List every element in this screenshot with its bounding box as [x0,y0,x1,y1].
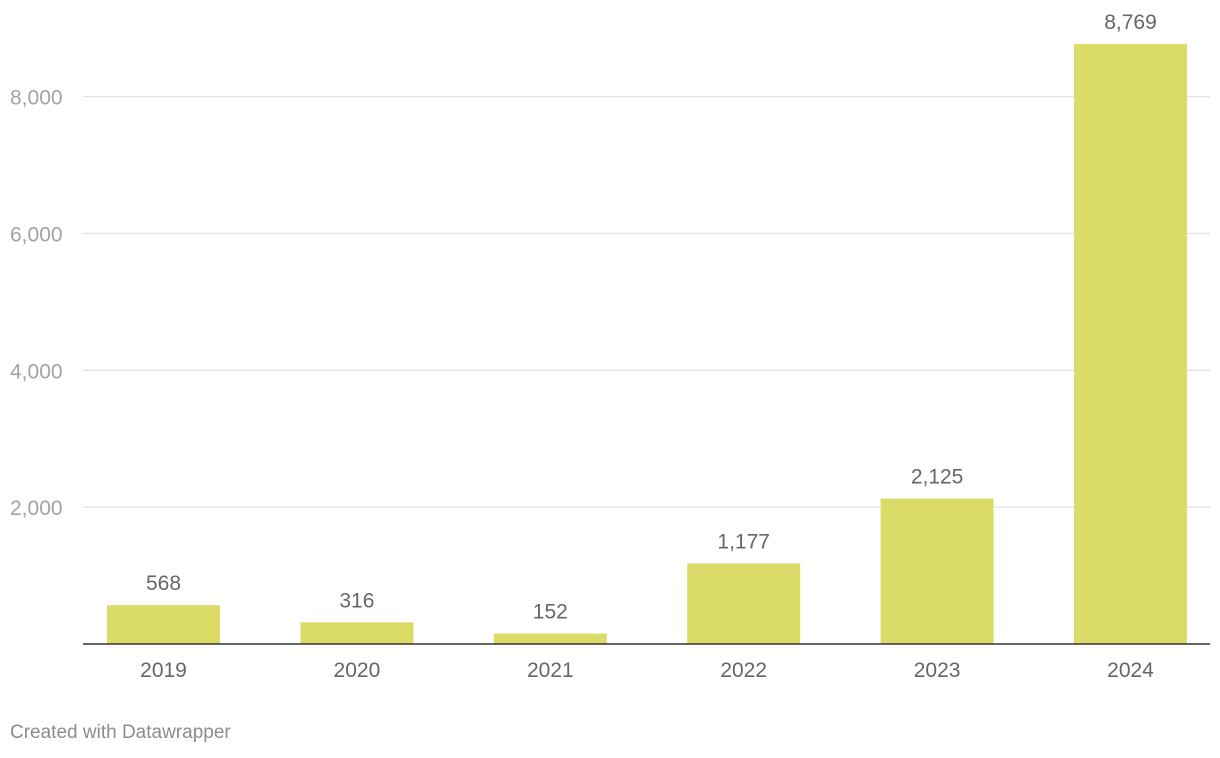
x-tick-label: 2022 [720,659,767,682]
value-label-2023: 2,125 [911,466,964,489]
value-label-2022: 1,177 [717,530,770,553]
bar-2024 [1074,44,1187,644]
bar-chart: 2,000 4,000 6,000 8,000 568 316 152 1,177 2,125… [10,11,1210,682]
x-tick-label: 2021 [527,659,574,682]
credit-text: Created with Datawrapper [10,722,231,743]
y-tick-label: 4,000 [10,360,63,383]
bar-2020 [300,622,414,644]
value-label-2024: 8,769 [1104,11,1157,34]
y-tick-label: 6,000 [10,223,63,246]
value-label-2020: 316 [339,589,374,612]
gridlines [83,95,1210,508]
y-axis-ticks: 2,000 4,000 6,000 8,000 [10,87,63,521]
bar-2019 [107,605,220,644]
bar-2021 [493,633,607,644]
x-tick-label: 2023 [914,659,961,682]
value-label-2019: 568 [146,572,181,595]
bar-2023 [880,498,994,644]
x-tick-label: 2024 [1107,659,1154,682]
x-tick-label: 2020 [334,659,381,682]
x-tick-label: 2019 [140,659,187,682]
y-tick-label: 2,000 [10,497,63,520]
bar-2022 [687,563,801,644]
value-label-2021: 152 [533,601,568,624]
bars [107,44,1187,644]
value-labels: 568 316 152 1,177 2,125 8,769 [146,11,1157,624]
y-tick-label: 8,000 [10,87,63,110]
x-axis-labels: 2019 2020 2021 2022 2023 2024 [140,659,1154,682]
